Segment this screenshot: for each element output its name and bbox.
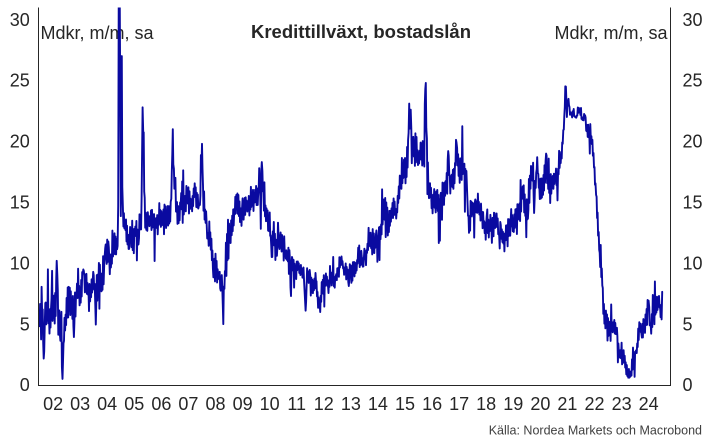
svg-text:Källa: Nordea Markets och Macr: Källa: Nordea Markets och Macrobond: [489, 423, 702, 437]
svg-text:30: 30: [683, 10, 703, 30]
svg-text:25: 25: [10, 71, 30, 91]
svg-text:07: 07: [178, 394, 198, 414]
svg-text:23: 23: [612, 394, 632, 414]
svg-text:10: 10: [10, 253, 30, 273]
svg-text:15: 15: [10, 193, 30, 213]
svg-text:08: 08: [205, 394, 225, 414]
svg-text:05: 05: [124, 394, 144, 414]
svg-text:Mdkr, m/m, sa: Mdkr, m/m, sa: [41, 23, 155, 43]
svg-text:0: 0: [683, 375, 693, 395]
svg-text:10: 10: [683, 253, 703, 273]
svg-text:10: 10: [260, 394, 280, 414]
svg-text:20: 20: [10, 132, 30, 152]
svg-text:15: 15: [395, 394, 415, 414]
svg-text:09: 09: [233, 394, 253, 414]
svg-text:22: 22: [584, 394, 604, 414]
svg-text:02: 02: [43, 394, 63, 414]
svg-text:30: 30: [10, 10, 30, 30]
svg-text:11: 11: [287, 394, 306, 414]
svg-text:20: 20: [530, 394, 550, 414]
svg-text:Kredittillväxt, bostadslån: Kredittillväxt, bostadslån: [251, 21, 471, 42]
svg-text:12: 12: [314, 394, 334, 414]
svg-text:16: 16: [422, 394, 442, 414]
svg-text:15: 15: [683, 193, 703, 213]
svg-text:03: 03: [70, 394, 90, 414]
svg-text:25: 25: [683, 71, 703, 91]
svg-text:18: 18: [476, 394, 496, 414]
svg-text:14: 14: [368, 394, 388, 414]
svg-text:17: 17: [449, 394, 469, 414]
svg-text:5: 5: [20, 314, 30, 334]
svg-text:24: 24: [639, 394, 659, 414]
svg-text:06: 06: [151, 394, 171, 414]
svg-text:19: 19: [503, 394, 523, 414]
svg-text:Mdkr, m/m, sa: Mdkr, m/m, sa: [554, 23, 668, 43]
svg-text:13: 13: [341, 394, 361, 414]
svg-text:5: 5: [683, 314, 693, 334]
svg-text:21: 21: [557, 394, 577, 414]
svg-text:04: 04: [97, 394, 117, 414]
svg-text:0: 0: [20, 375, 30, 395]
svg-text:20: 20: [683, 132, 703, 152]
